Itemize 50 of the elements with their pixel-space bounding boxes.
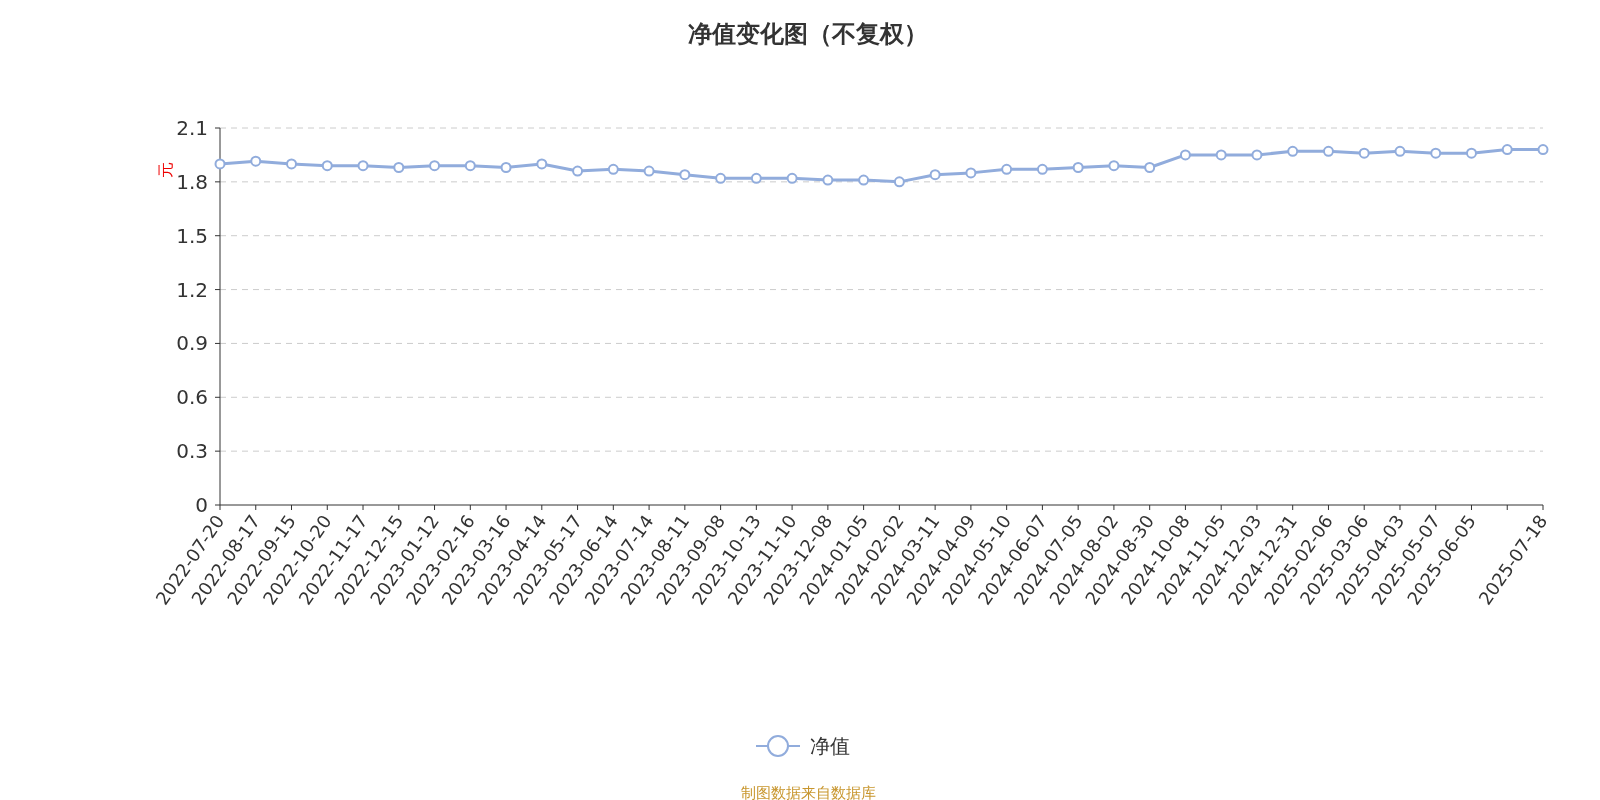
point <box>1501 144 1513 156</box>
point <box>893 176 905 188</box>
y-axis-title: 元 <box>155 161 175 178</box>
point <box>393 162 405 173</box>
point <box>214 158 226 170</box>
point <box>536 158 548 170</box>
point <box>1322 145 1334 157</box>
point <box>286 158 298 170</box>
point <box>858 174 870 186</box>
point <box>750 172 762 184</box>
point <box>357 160 369 172</box>
point <box>1251 149 1263 161</box>
point <box>1465 147 1477 159</box>
point <box>1358 147 1370 159</box>
y-tick-label: 1.5 <box>176 223 208 248</box>
point <box>250 155 262 167</box>
point <box>607 163 619 175</box>
point <box>1537 144 1549 156</box>
point <box>572 165 584 177</box>
legend-label: 净值 <box>810 734 850 758</box>
point <box>715 172 727 184</box>
point <box>321 160 333 172</box>
point <box>965 167 977 179</box>
y-tick-label: 1.8 <box>176 169 208 194</box>
point <box>1036 163 1048 175</box>
point <box>643 165 655 177</box>
y-tick-label: 0.6 <box>176 385 208 410</box>
point <box>1144 162 1156 173</box>
point <box>822 174 834 186</box>
y-tick-label: 1.2 <box>176 277 208 302</box>
chart-title: 净值变化图（不复权） <box>688 20 928 48</box>
point <box>1394 145 1406 157</box>
point <box>929 169 941 181</box>
y-tick-label: 0.3 <box>176 439 208 464</box>
y-tick-label: 0 <box>195 493 208 517</box>
point <box>679 169 691 181</box>
point <box>1108 160 1120 172</box>
point <box>1072 162 1084 173</box>
y-tick-label: 2.1 <box>176 116 208 140</box>
point <box>1287 145 1299 157</box>
point <box>1179 149 1191 161</box>
point <box>786 172 798 184</box>
y-tick-label: 0.9 <box>176 331 208 356</box>
point <box>500 162 512 173</box>
text: 制图数据来自数据库 <box>740 784 876 800</box>
point <box>464 160 476 172</box>
point <box>429 160 441 172</box>
point <box>1430 147 1442 159</box>
point <box>1215 149 1227 161</box>
point <box>1001 163 1013 175</box>
